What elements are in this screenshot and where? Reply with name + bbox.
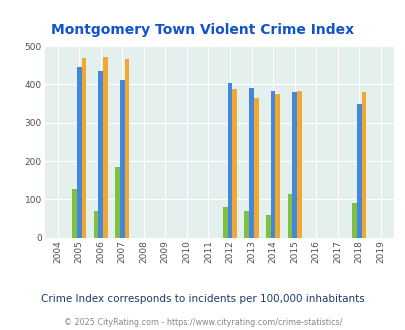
Bar	[98, 71, 103, 238]
Bar	[94, 211, 98, 238]
Bar	[227, 82, 232, 238]
Bar	[356, 104, 361, 238]
Text: © 2025 CityRating.com - https://www.cityrating.com/crime-statistics/: © 2025 CityRating.com - https://www.city…	[64, 318, 341, 327]
Text: Crime Index corresponds to incidents per 100,000 inhabitants: Crime Index corresponds to incidents per…	[41, 294, 364, 304]
Bar	[115, 167, 119, 238]
Bar	[119, 80, 124, 238]
Bar	[244, 211, 249, 238]
Bar	[275, 94, 279, 238]
Bar	[265, 215, 270, 238]
Bar	[270, 91, 275, 238]
Bar	[81, 58, 86, 238]
Bar	[72, 189, 77, 238]
Bar	[103, 57, 108, 238]
Bar	[222, 207, 227, 238]
Bar	[361, 92, 366, 238]
Bar	[124, 59, 129, 238]
Text: Montgomery Town Violent Crime Index: Montgomery Town Violent Crime Index	[51, 23, 354, 37]
Bar	[292, 92, 296, 238]
Bar	[352, 203, 356, 238]
Bar	[253, 98, 258, 238]
Bar	[287, 194, 292, 238]
Bar	[232, 89, 237, 238]
Bar	[249, 88, 253, 238]
Bar	[296, 91, 301, 238]
Bar	[77, 67, 81, 238]
